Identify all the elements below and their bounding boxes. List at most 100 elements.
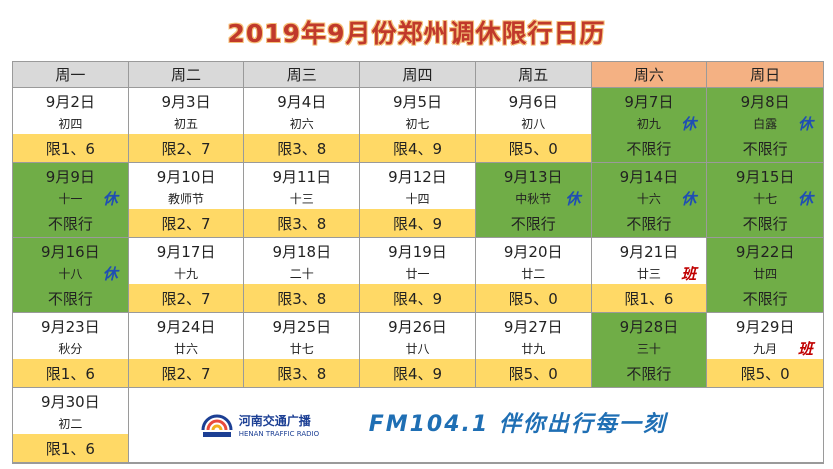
day-lunar: 中秋节休 [476,187,591,209]
day-date: 9月9日 [45,168,95,186]
traffic-restriction: 限4、9 [360,359,475,387]
traffic-restriction: 限5、0 [475,134,591,162]
workday-badge: 班 [681,265,697,283]
day-lunar-text: 秋分 [58,341,83,356]
day-lunar-text: 十七 [753,191,778,206]
radio-name-en: HENAN TRAFFIC RADIO [238,430,320,438]
day-lunar: 廿二 [476,262,591,284]
day-lunar-text: 十一 [58,191,83,206]
traffic-restriction: 限3、8 [244,209,360,237]
day-cell: 9月6日 初八 限5、0 [475,88,592,163]
day-date: 9月26日 [388,318,447,336]
day-lunar-text: 廿八 [405,341,430,356]
day-cell: 9月11日十三限3、8 [244,163,361,238]
day-cell: 9月25日 廿七 限3、8 [244,313,361,388]
day-lunar-text: 十三 [289,191,314,206]
day-lunar: 秋分 [13,337,128,359]
day-lunar-text: 十四 [405,191,430,206]
page-title: 2019年9月份郑州调休限行日历 [227,19,606,48]
day-lunar-text: 廿六 [174,341,199,356]
day-lunar: 初六 [244,112,359,134]
rest-badge: 休 [102,265,118,283]
day-lunar-text: 中秋节 [515,191,552,206]
traffic-restriction: 限2、7 [128,209,244,237]
day-lunar-text: 廿七 [289,341,314,356]
day-lunar: 廿四 [707,262,823,284]
day-lunar-text: 白露 [753,116,778,131]
day-cell: 9月29日 九月 班限5、0 [707,313,823,388]
day-date: 9月5日 [392,93,443,111]
traffic-restriction: 限3、8 [244,134,360,162]
day-date: 9月30日 [41,393,100,411]
day-date: 9月16日 [41,243,100,261]
day-lunar: 初五 [129,112,244,134]
day-date: 9月23日 [41,318,100,336]
day-lunar: 十六 休 [592,187,707,209]
workday-badge: 班 [797,340,813,358]
day-lunar-text: 三十 [636,341,661,356]
day-lunar-text: 十九 [174,266,199,281]
traffic-restriction: 限2、7 [128,359,244,387]
day-date: 9月28日 [619,318,679,336]
day-cell: 9月19日 廿一 限4、9 [360,238,476,313]
day-date: 9月6日 [508,93,558,111]
day-lunar: 十八 休 [13,262,128,284]
traffic-restriction: 不限行 [13,209,128,237]
day-lunar: 初四 [13,112,128,134]
day-lunar: 初八 [476,112,591,134]
traffic-restriction: 不限行 [707,209,823,237]
day-lunar-text: 初五 [174,116,199,131]
traffic-restriction: 限1、6 [591,284,707,312]
day-date: 9月24日 [156,318,216,336]
day-lunar-text: 十六 [636,191,661,206]
traffic-restriction: 限3、8 [244,359,360,387]
day-cell: 9月16日 十八 休不限行 [13,238,129,313]
day-cell: 9月7日 初九 休不限行 [591,88,708,163]
day-lunar: 三十 [592,337,707,359]
day-lunar: 廿七 [244,337,359,359]
traffic-restriction: 不限行 [591,209,707,237]
rest-badge: 休 [797,115,813,133]
day-lunar-text: 教师节 [168,191,205,206]
day-lunar: 初二 [13,412,128,434]
day-date: 9月27日 [503,318,563,336]
day-cell: 9月2日 初四 限1、6 [13,88,129,163]
day-lunar: 十九 [129,262,244,284]
day-date: 9月20日 [503,243,563,261]
weekday-header-mon: 周一 [13,62,129,88]
day-cell: 9月8日 白露 休不限行 [707,88,823,163]
day-lunar: 二十 [244,262,359,284]
day-cell: 9月14日 十六 休不限行 [591,163,708,238]
traffic-restriction: 限2、7 [128,134,244,162]
radio-wave-icon [201,414,233,437]
day-date: 9月17日 [156,243,216,261]
day-cell: 9月22日 廿四 不限行 [707,238,823,313]
day-date: 9月18日 [272,243,332,261]
day-date: 9月29日 [735,318,795,336]
day-date: 9月11日 [272,168,332,186]
rest-badge: 休 [102,190,118,208]
slogan: FM104.1 伴你出行每一刻 [368,412,667,437]
day-lunar: 十七 休 [707,187,823,209]
traffic-restriction: 限5、0 [707,359,823,387]
traffic-restriction: 限3、8 [244,284,360,312]
day-date: 9月14日 [619,168,679,186]
traffic-restriction: 不限行 [475,209,591,237]
day-date: 9月7日 [624,93,674,111]
day-lunar-text: 初二 [58,416,83,431]
traffic-restriction: 不限行 [591,134,707,162]
rest-badge: 休 [681,115,697,133]
day-date: 9月15日 [735,168,795,186]
weekday-header-sun: 周日 [707,62,823,88]
day-cell: 9月5日 初七 限4、9 [360,88,476,163]
calendar-grid: 周一 周二 周三 周四 周五 周六 周日 9月2日 初四 限1、6 9月3日 初五 限2、… [12,61,824,464]
traffic-restriction: 限4、9 [360,134,475,162]
traffic-restriction: 限4、9 [360,284,475,312]
weekday-header-fri: 周五 [475,62,592,88]
day-cell: 9月3日初五限2、7 [128,88,245,163]
day-date: 9月22日 [735,243,795,261]
day-lunar: 初九 休 [592,112,707,134]
day-date: 9月3日 [161,93,211,111]
day-lunar-text: 廿一 [405,266,430,281]
weekday-header-tue: 周二 [128,62,245,88]
